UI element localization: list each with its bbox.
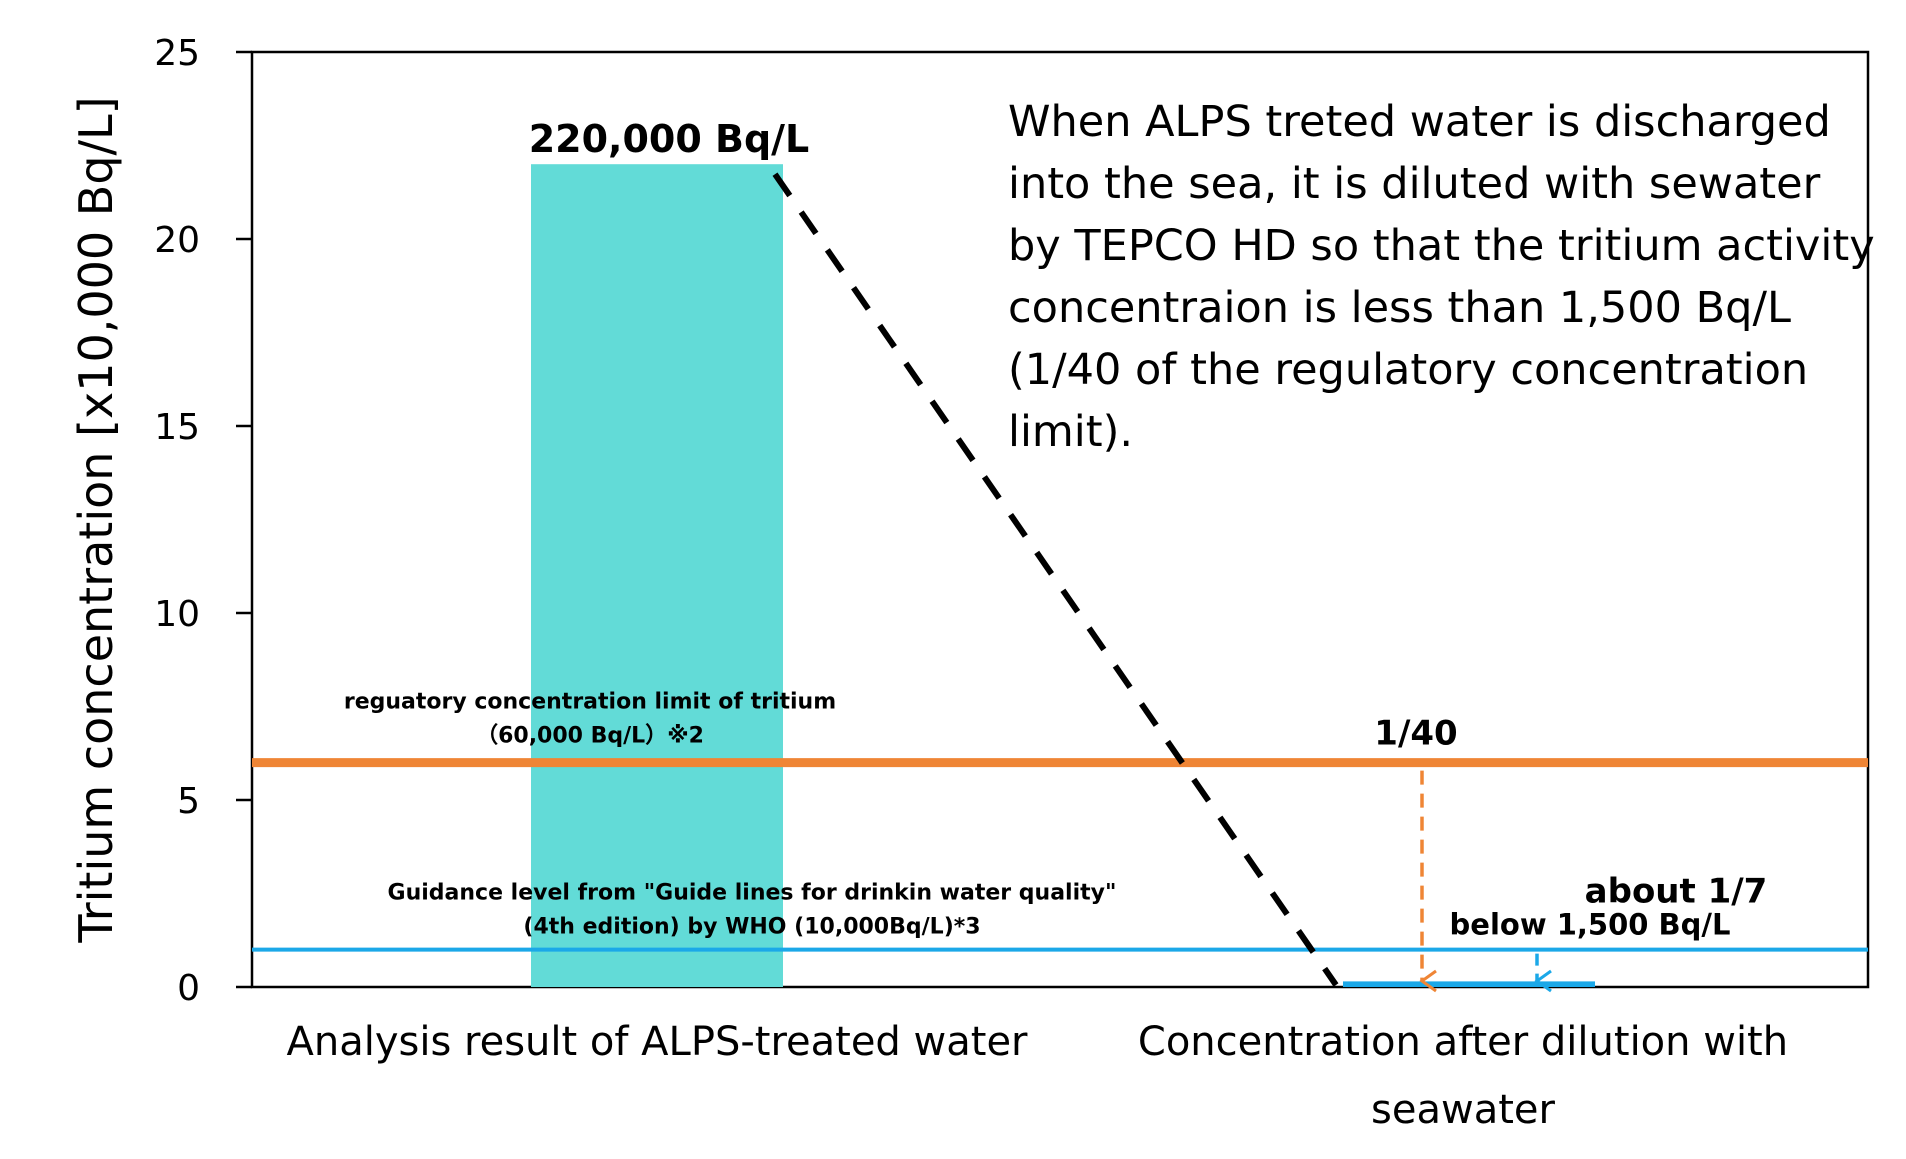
category-label-1-line-1: Analysis result of ALPS-treated water xyxy=(287,1019,1029,1065)
plot-frame xyxy=(250,50,1870,989)
note-line-4: concentraion is less than 1,500 Bq/L xyxy=(1008,283,1791,333)
bar-analysis-result xyxy=(531,164,783,987)
y-tick-label-0: 0 xyxy=(177,968,200,1009)
y-axis-title: Tritium concentration [x10,000 Bq/L] xyxy=(69,96,123,943)
note-line-6: limit). xyxy=(1008,407,1133,457)
y-tick-label-3: 15 xyxy=(154,407,200,448)
y-tick-label-2: 10 xyxy=(154,594,200,635)
y-tick-label-1: 5 xyxy=(177,781,200,822)
regulatory-limit-label-line2: （60,000 Bq/L）※2 xyxy=(476,724,704,749)
note-line-5: (1/40 of the regulatory concentration xyxy=(1008,345,1808,395)
who-guidance-label-line1: Guidance level from "Guide lines for dri… xyxy=(388,881,1117,906)
who-guidance-label-line2: (4th edition) by WHO (10,000Bq/L)*3 xyxy=(523,915,980,940)
diluted-value-label: below 1,500 Bq/L xyxy=(1450,908,1731,942)
bar-diluted-concentration xyxy=(1343,981,1595,987)
ratio-regulatory-label: 1/40 xyxy=(1374,714,1457,754)
ratio-who-label: about 1/7 xyxy=(1585,872,1768,912)
note-line-2: into the sea, it is diluted with sewater xyxy=(1008,159,1821,209)
y-tick-label-5: 25 xyxy=(154,33,200,74)
note-line-1: When ALPS treted water is discharged xyxy=(1008,97,1831,147)
category-label-2-line-2: seawater xyxy=(1371,1087,1555,1133)
regulatory-limit-label-line1: reguatory concentration limit of tritium xyxy=(344,690,836,715)
category-label-2-line-1: Concentration after dilution with xyxy=(1138,1019,1788,1065)
bar-value-label: 220,000 Bq/L xyxy=(529,117,810,161)
y-tick-label-4: 20 xyxy=(154,220,200,261)
note-line-3: by TEPCO HD so that the tritium activity xyxy=(1008,221,1875,271)
plot-area: 0 5 10 15 20 25 Tritium concentration [x10,000… xyxy=(69,33,1875,1133)
